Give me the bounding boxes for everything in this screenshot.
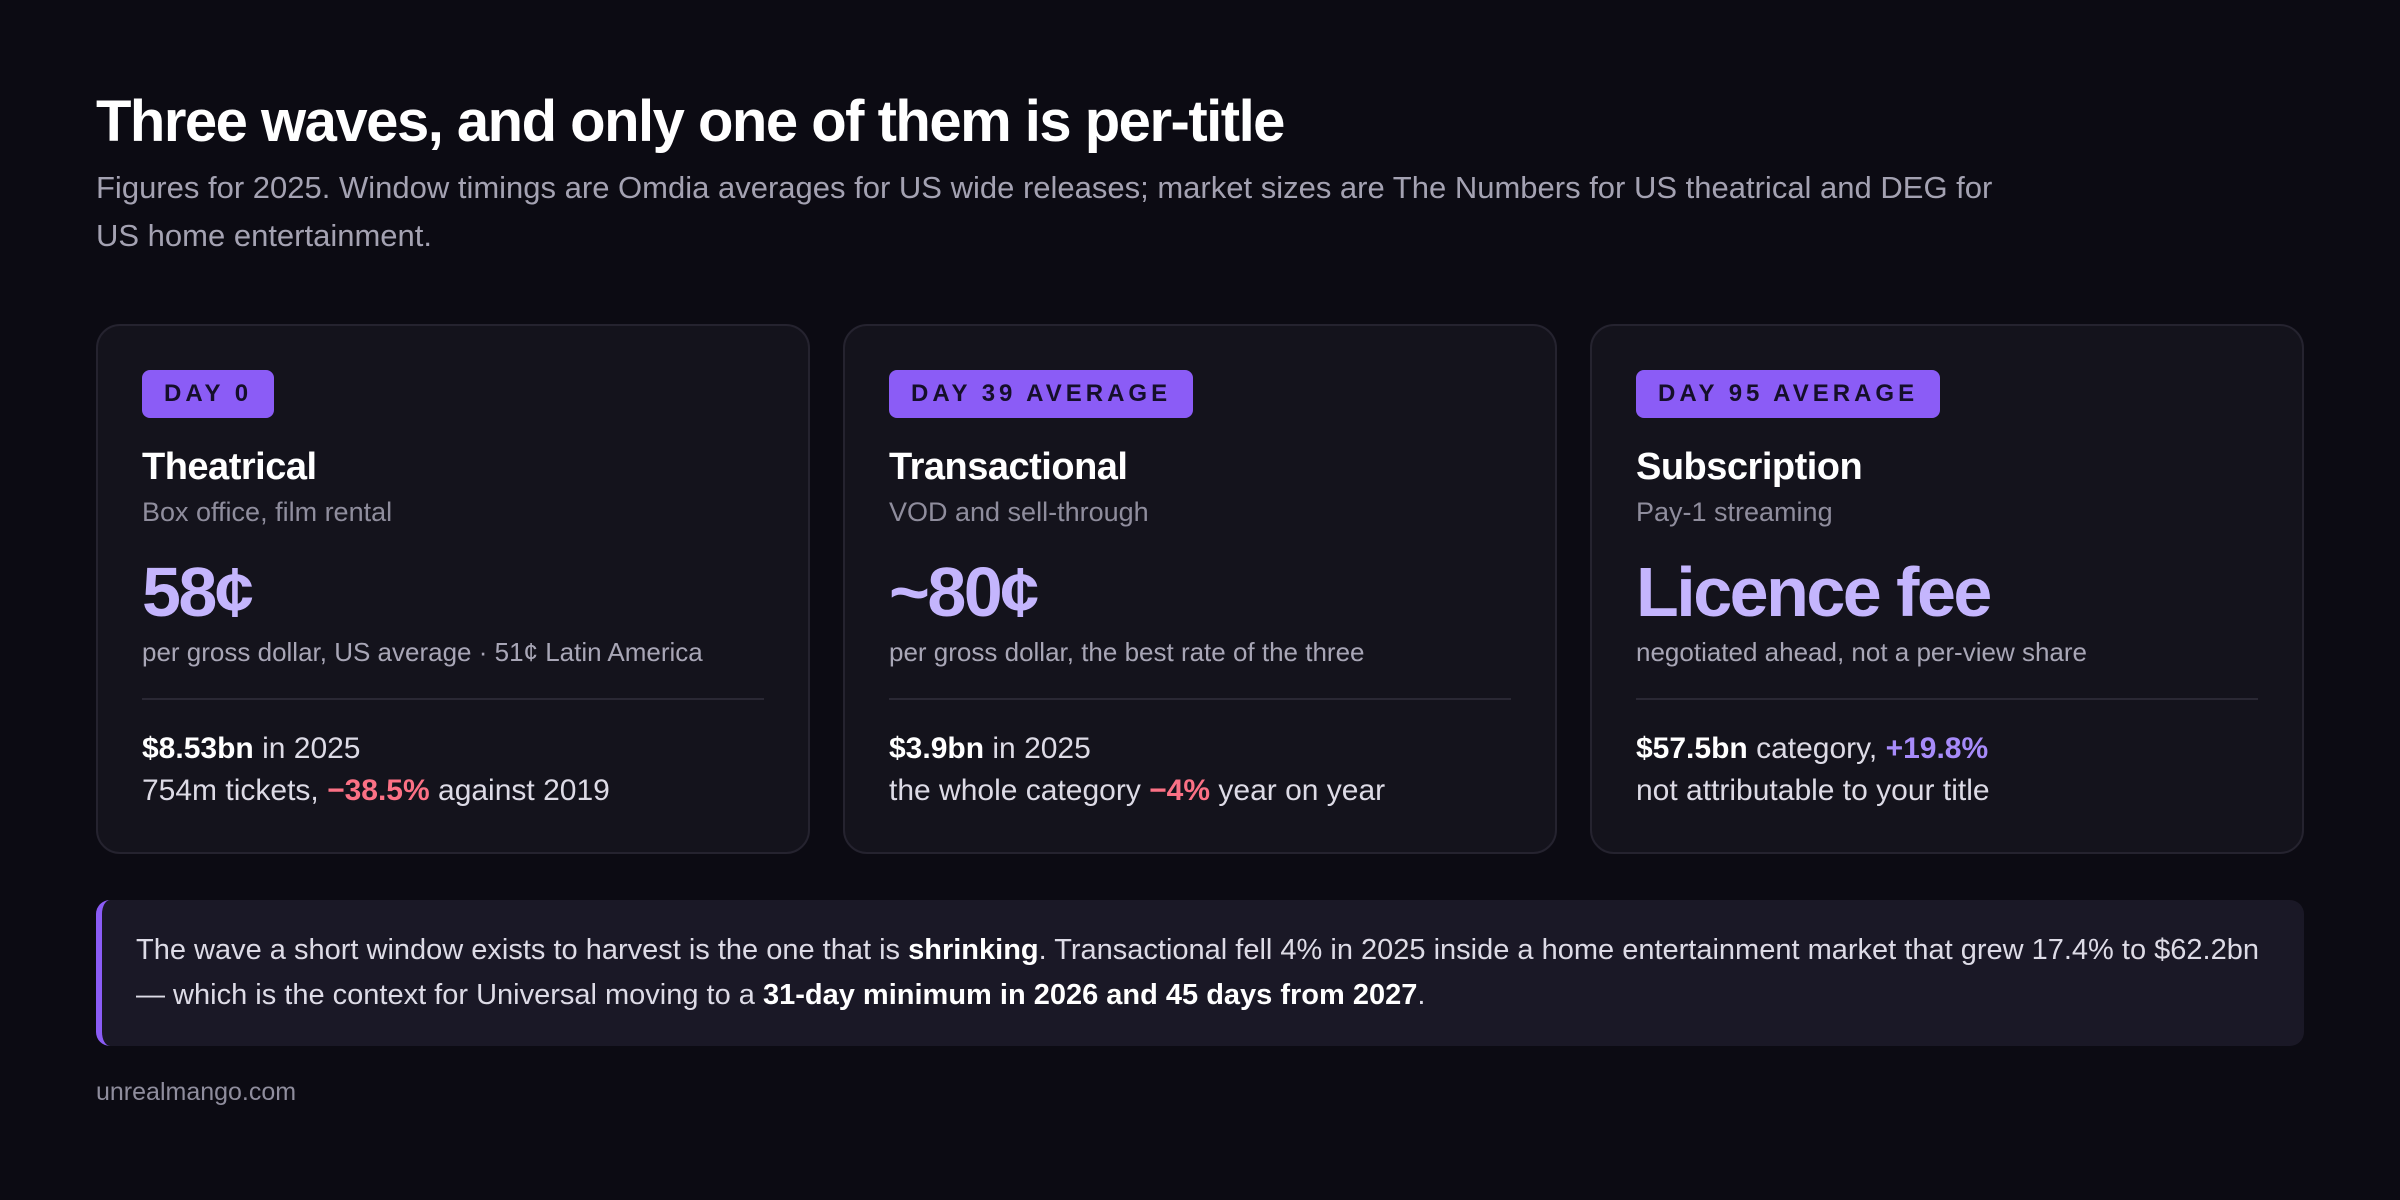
cards-row: DAY 0 Theatrical Box office, film rental… — [96, 324, 2304, 856]
stat-line-1: $3.9bn in 2025 — [889, 728, 1511, 770]
card-subtitle: VOD and sell-through — [889, 497, 1149, 527]
window-badge: DAY 0 — [142, 370, 275, 418]
card-title: Transactional — [889, 446, 1128, 488]
negative-change: −4% — [1149, 774, 1211, 807]
stat-text: 754m tickets, — [142, 774, 328, 807]
callout-note: The wave a short window exists to harves… — [96, 900, 2304, 1046]
stat-text: against 2019 — [429, 774, 610, 807]
stat-line-2: not attributable to your title — [1636, 770, 2258, 812]
card-title: Theatrical — [142, 446, 317, 488]
card-subtitle: Pay-1 streaming — [1636, 497, 1833, 527]
big-value: Licence fee — [1636, 553, 1992, 631]
stat-line-1: $57.5bn category, +19.8% — [1636, 728, 2258, 770]
stat-line-2: 754m tickets, −38.5% against 2019 — [142, 770, 764, 812]
big-value: ~80¢ — [889, 553, 1039, 631]
divider — [142, 698, 764, 700]
stat-line-1: $8.53bn in 2025 — [142, 728, 764, 770]
stat-text: year on year — [1210, 774, 1386, 807]
source-credit: unrealmango.com — [96, 1078, 297, 1106]
stat-text: the whole category — [889, 774, 1150, 807]
page-title: Three waves, and only one of them is per… — [96, 89, 1285, 154]
callout-text: The wave a short window exists to harves… — [136, 934, 909, 966]
big-value-caption: per gross dollar, US average · 51¢ Latin… — [142, 637, 703, 667]
window-badge: DAY 39 AVERAGE — [889, 370, 1194, 418]
stat-text: category, — [1747, 732, 1886, 765]
stat-text: in 2025 — [253, 732, 361, 765]
stat-strong: $57.5bn — [1636, 732, 1748, 765]
callout-text: . — [1417, 979, 1426, 1011]
callout-emphasis: 31-day minimum in 2026 and 45 days from … — [762, 979, 1418, 1011]
window-badge: DAY 95 AVERAGE — [1636, 370, 1941, 418]
card-title: Subscription — [1636, 446, 1863, 488]
callout-emphasis: shrinking — [908, 934, 1039, 966]
card-theatrical: DAY 0 Theatrical Box office, film rental… — [96, 324, 810, 854]
card-subtitle: Box office, film rental — [142, 497, 393, 527]
big-value: 58¢ — [142, 553, 254, 631]
callout-text: . Transactional fell 4% in 2025 inside a… — [136, 934, 2259, 1011]
positive-change: +19.8% — [1885, 732, 1989, 765]
stat-text: not attributable to your title — [1636, 774, 1990, 807]
page: Three waves, and only one of them is per… — [96, 86, 2304, 1106]
page-subtitle: Figures for 2025. Window timings are Omd… — [96, 170, 1993, 253]
stat-line-2: the whole category −4% year on year — [889, 770, 1511, 812]
card-subscription: DAY 95 AVERAGE Subscription Pay-1 stream… — [1590, 324, 2304, 854]
big-value-caption: negotiated ahead, not a per-view share — [1636, 637, 2087, 667]
card-transactional: DAY 39 AVERAGE Transactional VOD and sel… — [843, 324, 1557, 854]
stat-text: in 2025 — [984, 732, 1091, 765]
stat-strong: $3.9bn — [889, 732, 985, 765]
divider — [1636, 698, 2258, 700]
stat-strong: $8.53bn — [142, 732, 254, 765]
big-value-caption: per gross dollar, the best rate of the t… — [889, 637, 1365, 667]
negative-change: −38.5% — [327, 774, 430, 807]
divider — [889, 698, 1511, 700]
